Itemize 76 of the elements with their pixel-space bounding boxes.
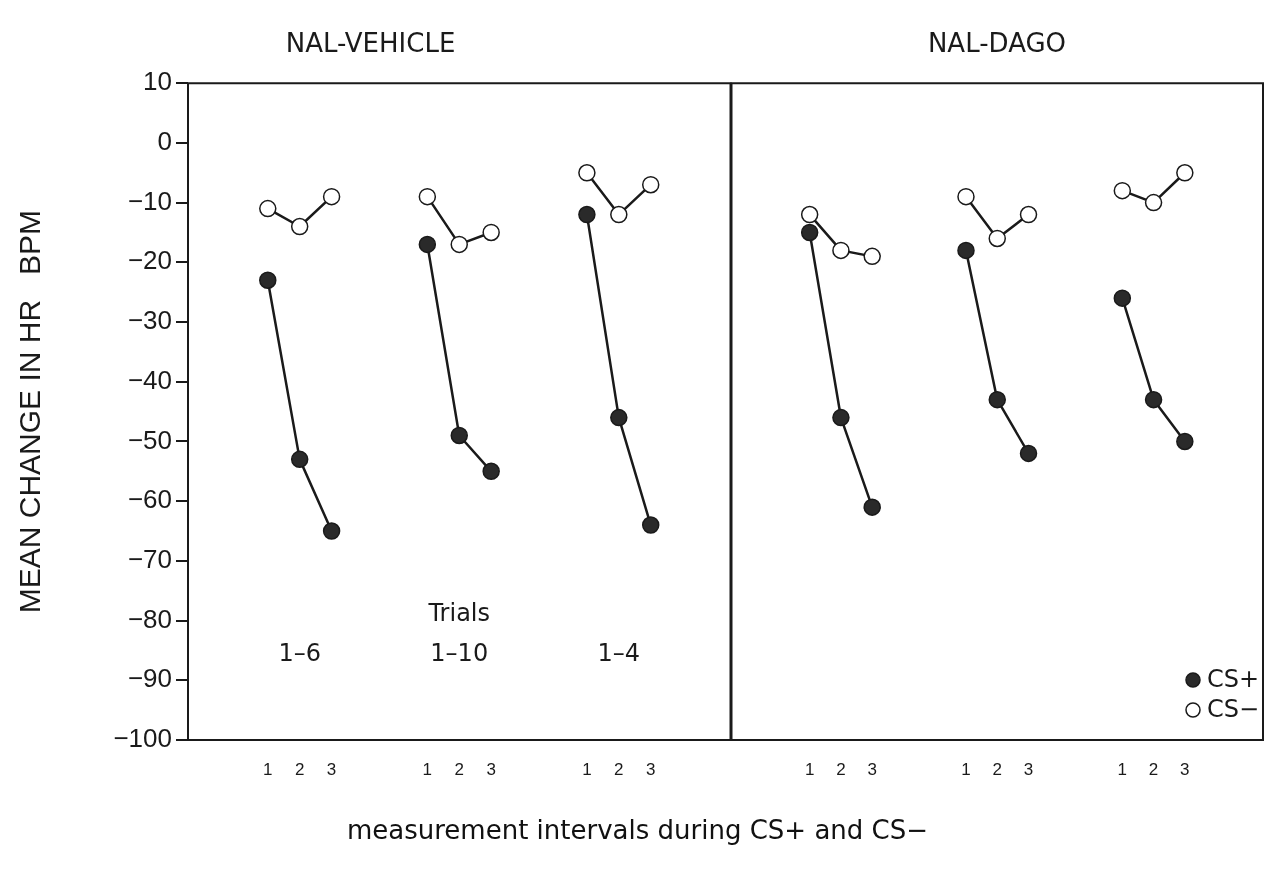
y-tick-label: −10 xyxy=(127,185,172,216)
point xyxy=(1113,181,1132,200)
x-tick-label: 3 xyxy=(645,759,656,779)
point xyxy=(800,223,819,242)
point xyxy=(482,223,500,242)
x-tick-label: 1 xyxy=(961,759,971,779)
x-axis-title: measurement intervals during CS+ and CS− xyxy=(345,815,930,845)
point xyxy=(1019,444,1038,463)
y-tick-label: −50 xyxy=(127,424,172,455)
x-tick-label: 2 xyxy=(614,759,624,779)
x-tick-label: 2 xyxy=(836,759,846,779)
point xyxy=(482,462,500,481)
y-tick-label: −40 xyxy=(127,364,172,395)
x-tick-label: 1 xyxy=(582,759,592,779)
y-tick-label: −80 xyxy=(127,603,172,634)
point xyxy=(610,408,628,427)
x-tick-label: 2 xyxy=(454,759,464,779)
point xyxy=(610,205,628,224)
y-tick-label: 10 xyxy=(143,66,172,97)
y-tick-label: −60 xyxy=(127,484,172,515)
annotation: 1–10 xyxy=(430,639,489,668)
y-tick-label: −20 xyxy=(127,245,172,276)
x-tick-label: 3 xyxy=(326,759,337,779)
point xyxy=(259,199,277,218)
point xyxy=(1176,432,1194,451)
point xyxy=(578,205,596,224)
point xyxy=(832,408,850,427)
y-tick-label: −30 xyxy=(127,305,172,336)
chart-title: NAL-VEHICLE xyxy=(285,28,456,59)
point xyxy=(1144,390,1163,409)
x-tick-label: 1 xyxy=(804,759,815,779)
y-tick-label: −70 xyxy=(127,544,172,575)
point xyxy=(418,235,437,254)
y-tick-label: −100 xyxy=(113,723,172,754)
point xyxy=(450,235,468,254)
y-tick-label: −90 xyxy=(127,663,172,694)
annotation: 1–4 xyxy=(597,639,641,668)
chart-title: NAL-DAGO xyxy=(927,28,1067,59)
x-tick-label: 2 xyxy=(1148,759,1159,779)
y-tick-label: 0 xyxy=(157,126,172,157)
x-tick-label: 3 xyxy=(1023,759,1034,779)
x-tick-label: 3 xyxy=(867,759,877,779)
point xyxy=(1019,205,1038,224)
point xyxy=(988,229,1006,248)
point xyxy=(259,271,277,289)
point xyxy=(290,450,309,469)
y-axis-title: MEAN CHANGE IN HR BPM xyxy=(13,209,47,614)
x-tick-label: 1 xyxy=(263,759,273,779)
point xyxy=(290,217,309,236)
point xyxy=(863,498,881,516)
x-tick-label: 2 xyxy=(294,759,305,779)
point xyxy=(418,187,437,206)
annotation: 1–6 xyxy=(278,639,321,668)
point xyxy=(641,516,660,534)
point xyxy=(578,164,596,182)
legend-label: CS− xyxy=(1207,695,1260,724)
point xyxy=(863,247,881,266)
x-tick-label: 1 xyxy=(422,759,433,779)
point xyxy=(641,175,660,194)
x-tick-label: 2 xyxy=(992,759,1002,779)
point xyxy=(957,241,975,260)
annotation: Trials xyxy=(427,599,491,628)
point xyxy=(1144,193,1163,212)
point xyxy=(322,522,341,540)
point xyxy=(988,390,1006,409)
point xyxy=(800,205,819,224)
point xyxy=(957,187,975,206)
point xyxy=(450,426,468,445)
point xyxy=(832,241,850,260)
x-tick-label: 3 xyxy=(1180,759,1190,779)
x-tick-label: 1 xyxy=(1117,759,1128,779)
legend-label: CS+ xyxy=(1207,665,1260,694)
point xyxy=(1176,164,1194,182)
point xyxy=(322,187,341,206)
point xyxy=(1113,289,1132,307)
x-tick-label: 3 xyxy=(486,759,496,779)
